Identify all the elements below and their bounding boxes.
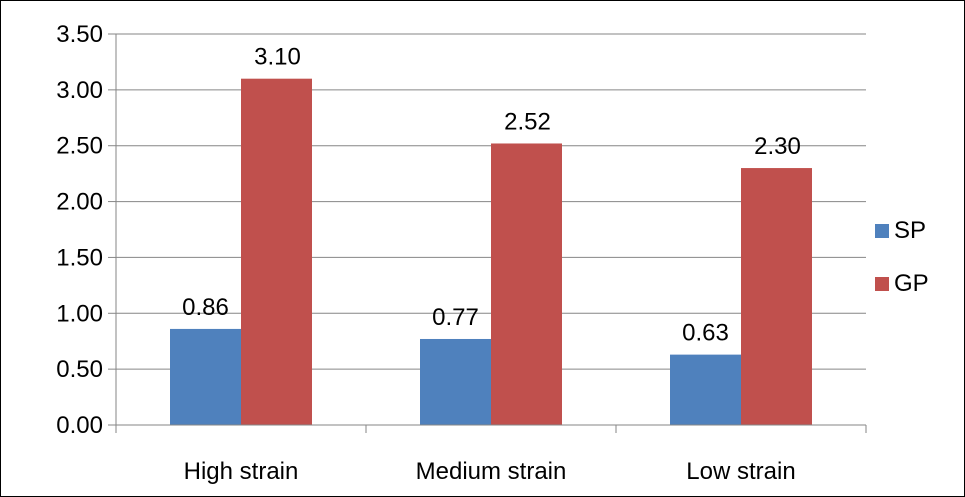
y-tick-label: 0.50 [56, 356, 103, 383]
y-tick-label: 1.50 [56, 244, 103, 271]
x-tick-label: High strain [184, 458, 299, 485]
legend: SP GP [875, 217, 929, 297]
x-tick-label: Medium strain [416, 458, 567, 485]
data-label: 3.10 [254, 44, 301, 71]
bar-gp-1 [491, 143, 562, 426]
data-label: 0.86 [182, 294, 229, 321]
data-label: 2.52 [504, 108, 551, 135]
bar-sp-2 [670, 354, 741, 425]
y-tick-label: 0.00 [56, 412, 103, 439]
data-label: 0.63 [682, 320, 729, 347]
legend-label-sp: SP [894, 217, 926, 244]
bar-sp-1 [420, 338, 491, 425]
y-tick-label: 1.00 [56, 300, 103, 327]
y-tick-label: 2.50 [56, 133, 103, 160]
data-label: 0.77 [432, 304, 479, 331]
x-tick-label: Low strain [686, 458, 795, 485]
legend-swatch-sp [875, 224, 889, 238]
legend-label-gp: GP [894, 270, 929, 297]
axes: 0.00 0.50 1.00 1.50 2.00 2.50 3.00 3.50 High str… [56, 21, 867, 485]
y-tick-label: 3.50 [56, 21, 103, 48]
y-tick-label: 2.00 [56, 189, 103, 216]
bar-gp-2 [741, 168, 812, 426]
data-label: 2.30 [754, 133, 801, 160]
y-tick-label: 3.00 [56, 77, 103, 104]
bar-sp-0 [170, 328, 241, 425]
legend-swatch-gp [875, 277, 889, 291]
bars [170, 78, 812, 426]
data-labels: 0.86 3.10 0.77 2.52 0.63 2.30 [182, 44, 801, 347]
bar-gp-0 [241, 78, 312, 425]
